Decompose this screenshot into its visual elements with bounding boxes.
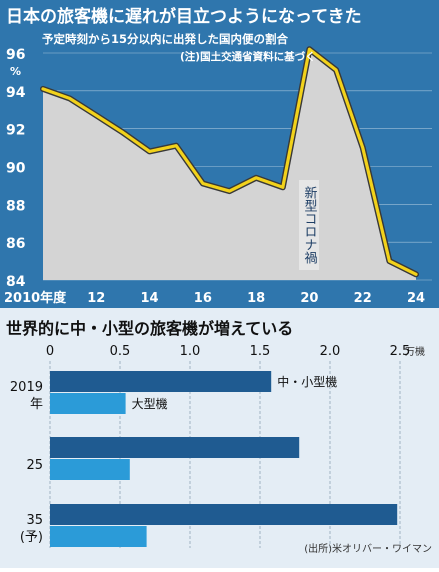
bar-series-label: 大型機 [132,396,168,411]
bar-x-tick-label: 1.5 [250,344,271,359]
line-x-tick-label: 22 [354,291,372,306]
bar-x-tick-label: 2.5 [390,344,411,359]
bar-category-label: 25 [26,458,43,473]
covid-annotation: 新型コロナ禍 [302,185,318,264]
line-x-tick-label: 2010年度 [4,290,67,306]
bar-chart-title: 世界的に中・小型の旅客機が増えている [6,319,293,338]
bar-x-tick-label: 1.0 [180,344,201,359]
bar-chart-source: (出所)米オリバー・ワイマン [304,542,432,555]
line-chart-subtitle: 予定時刻から15分以内に出発した国内便の割合 [42,32,289,46]
line-chart-note: (注)国土交通省資料に基づく [180,50,316,63]
line-y-tick-label: 96 [6,47,25,63]
line-x-tick-label: 20 [300,291,318,306]
line-chart-unit: % [10,65,21,78]
line-x-tick-label: 12 [87,291,105,306]
line-y-tick-label: 84 [6,274,26,290]
bar-category-label-line2: 年 [30,397,43,412]
bar-small-medium [50,371,271,392]
line-x-tick-label: 14 [141,291,159,306]
bar-x-tick-label: 2.0 [320,344,341,359]
line-y-tick-label: 86 [6,236,25,252]
bar-large [50,393,126,414]
bar-large [50,459,130,480]
line-x-tick-label: 18 [247,291,265,306]
bar-x-tick-label: 0.5 [110,344,131,359]
bar-x-tick-label: 0 [46,344,54,359]
line-y-tick-label: 88 [6,198,25,214]
bar-category-label: 2019 [10,380,43,395]
bar-small-medium [50,437,299,458]
line-x-tick-label: 16 [194,291,212,306]
bar-series-label: 中・小型機 [277,374,337,389]
line-y-tick-label: 94 [6,85,26,101]
bar-category-label-line2: (予) [20,530,43,545]
bar-small-medium [50,504,397,525]
line-x-tick-label: 24 [407,291,425,306]
line-y-tick-label: 92 [6,123,25,139]
bar-category-label: 35 [26,513,43,528]
bar-large [50,526,147,547]
line-chart-title: 日本の旅客機に遅れが目立つようになってきた [6,6,362,27]
line-y-tick-label: 90 [6,161,26,177]
